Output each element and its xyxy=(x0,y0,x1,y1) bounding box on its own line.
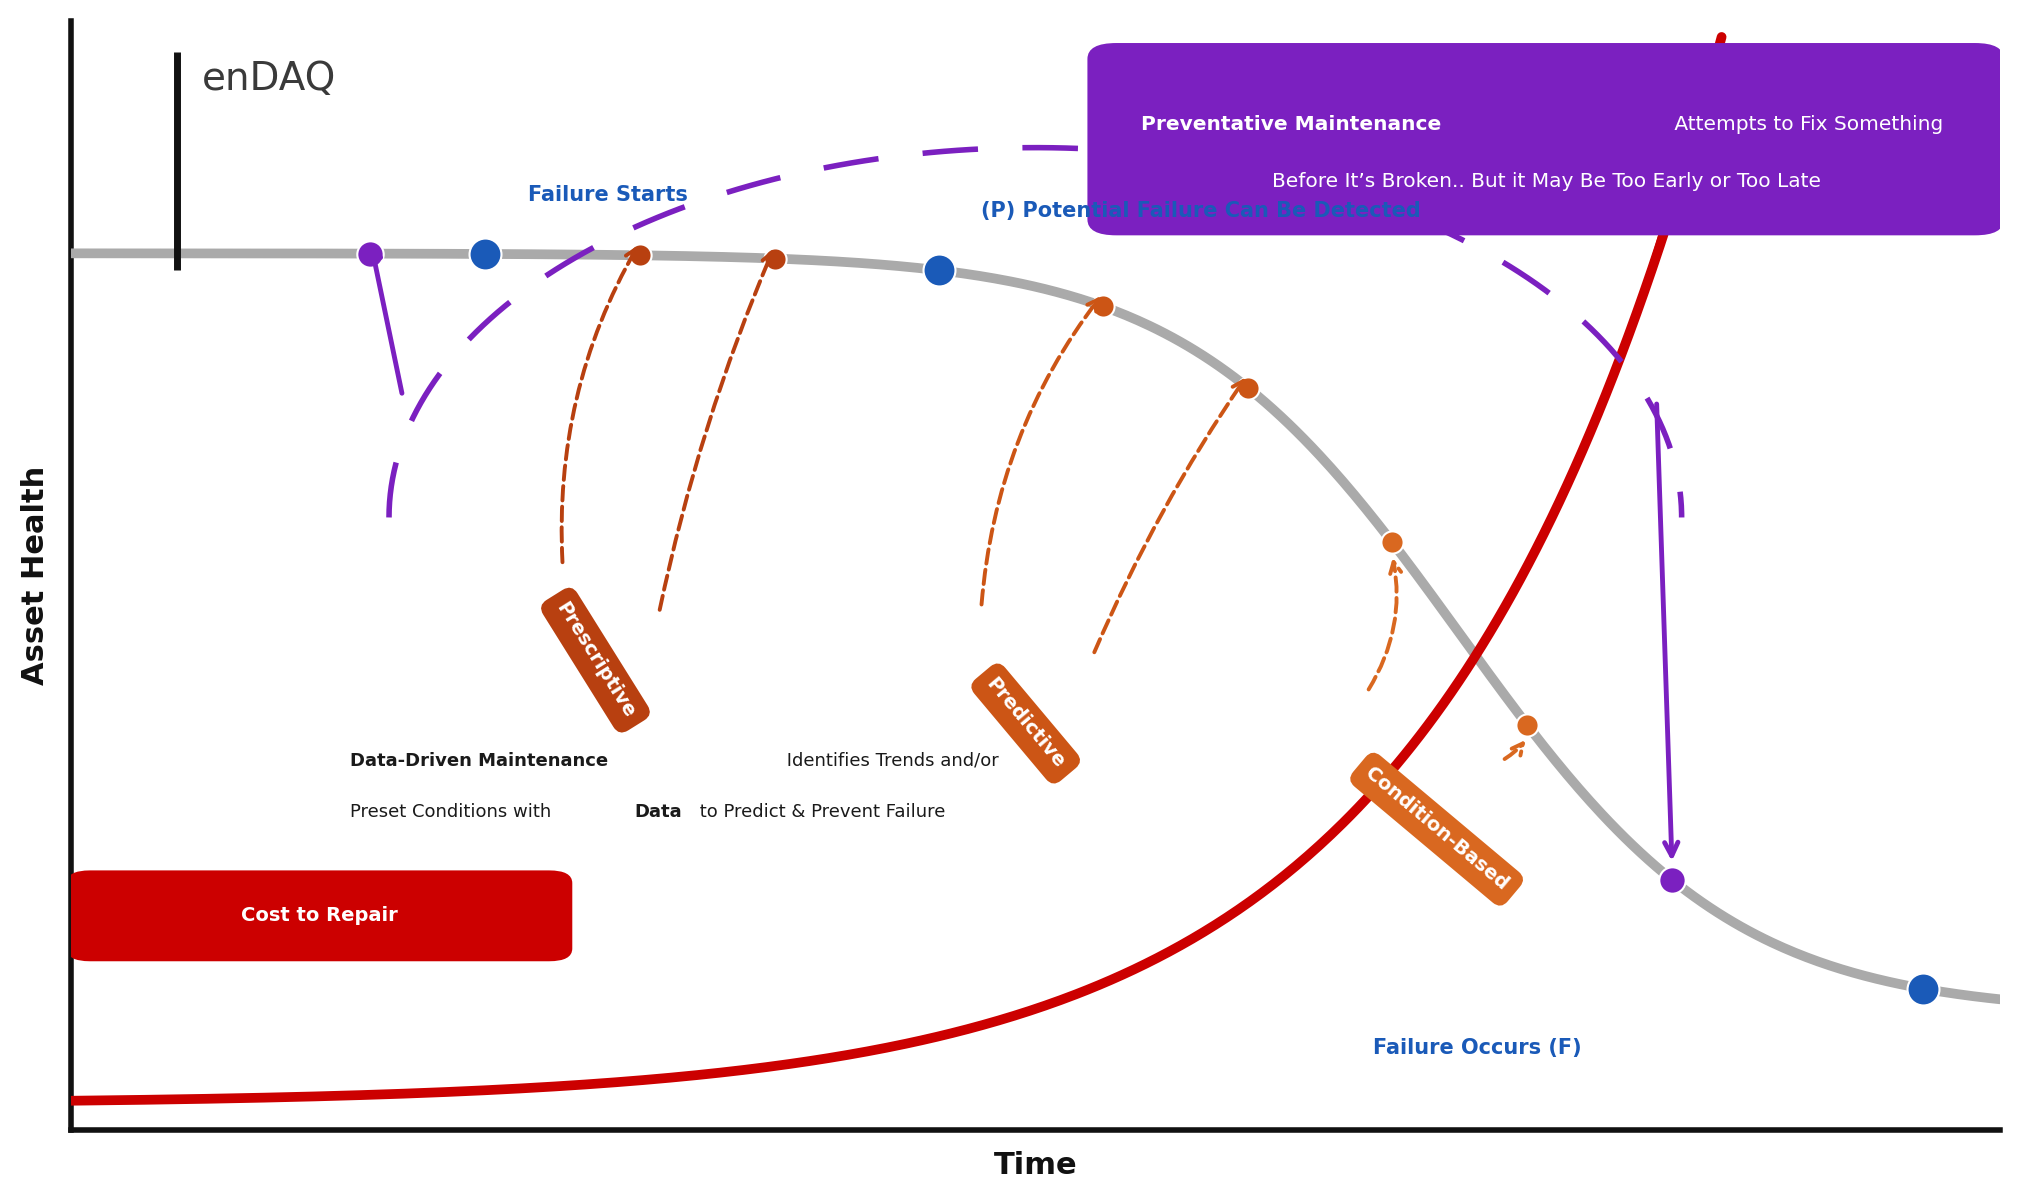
Y-axis label: Asset Health: Asset Health xyxy=(20,466,51,686)
Text: Data-Driven Maintenance: Data-Driven Maintenance xyxy=(350,752,608,770)
Text: Preventative Maintenance: Preventative Maintenance xyxy=(1141,115,1443,133)
Text: Prescriptive: Prescriptive xyxy=(553,599,638,722)
Text: enDAQ: enDAQ xyxy=(203,60,336,97)
Text: (P) Potential Failure Can Be Detected: (P) Potential Failure Can Be Detected xyxy=(981,202,1420,221)
Text: Identifies Trends and/or: Identifies Trends and/or xyxy=(780,752,999,770)
Text: Data: Data xyxy=(634,802,681,820)
Text: Cost to Repair: Cost to Repair xyxy=(241,907,397,925)
Text: Before It’s Broken.. But it May Be Too Early or Too Late: Before It’s Broken.. But it May Be Too E… xyxy=(1272,172,1821,191)
FancyBboxPatch shape xyxy=(1088,43,2004,235)
FancyBboxPatch shape xyxy=(67,871,571,961)
Text: Preset Conditions with: Preset Conditions with xyxy=(350,802,557,820)
X-axis label: Time: Time xyxy=(993,1152,1078,1181)
Text: Failure Starts: Failure Starts xyxy=(529,185,687,205)
Text: Predictive: Predictive xyxy=(983,675,1070,772)
Text: Attempts to Fix Something: Attempts to Fix Something xyxy=(1667,115,1943,133)
Text: to Predict & Prevent Failure: to Predict & Prevent Failure xyxy=(693,802,946,820)
Text: Condition-Based: Condition-Based xyxy=(1361,764,1511,895)
Text: Failure Occurs (F): Failure Occurs (F) xyxy=(1374,1038,1582,1058)
